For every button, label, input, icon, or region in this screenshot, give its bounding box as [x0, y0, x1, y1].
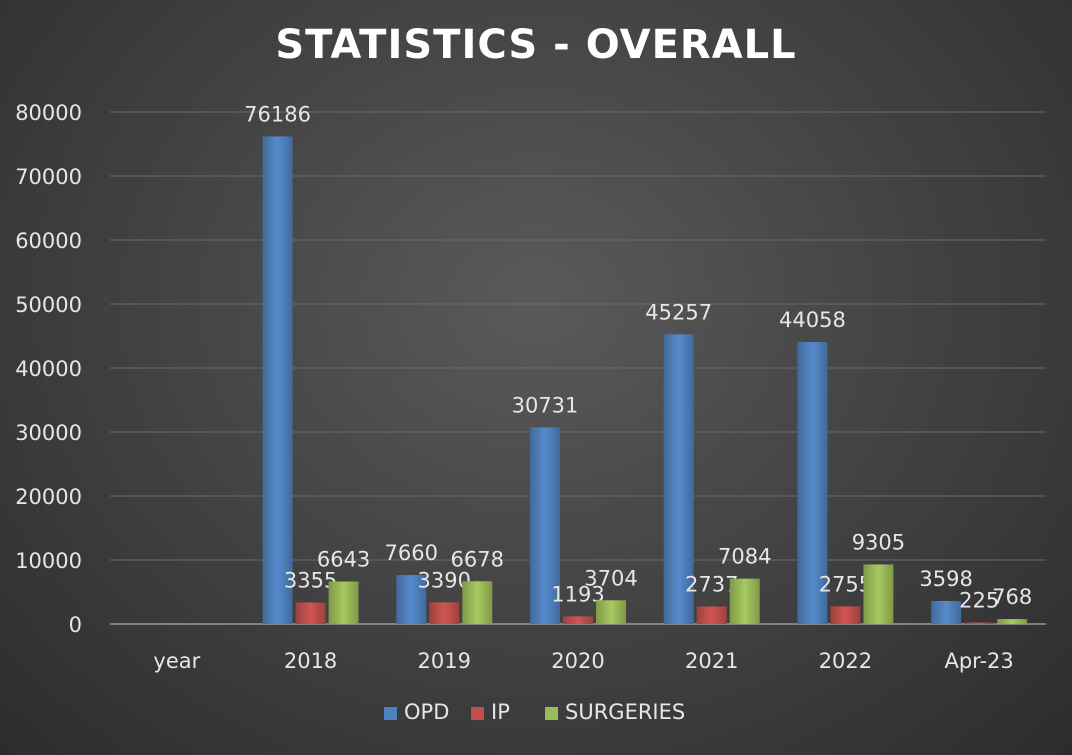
- data-label: 1193: [551, 582, 604, 606]
- bar-ip-apr-23: [964, 622, 995, 624]
- bar-surgeries-2022: [863, 564, 894, 624]
- bar-ip-2018: [295, 602, 326, 624]
- bar-ip-2022: [830, 606, 861, 624]
- legend-swatch-surgeries: [545, 707, 558, 720]
- legend-label-ip: IP: [491, 700, 510, 724]
- legend-label-surgeries: SURGERIES: [565, 700, 685, 724]
- bar-surgeries-2018: [328, 581, 359, 624]
- data-label: 6643: [317, 547, 370, 571]
- x-tick-label: year: [153, 649, 200, 673]
- x-tick-label: 2022: [819, 649, 872, 673]
- bar-opd-2021: [663, 334, 694, 624]
- data-label: 76186: [244, 102, 311, 126]
- x-tick-label: 2019: [418, 649, 471, 673]
- bar-surgeries-2021: [729, 578, 760, 624]
- data-label: 3390: [418, 568, 471, 592]
- x-tick-label: 2021: [685, 649, 738, 673]
- data-label: 9305: [852, 530, 905, 554]
- y-tick-label: 40000: [15, 357, 82, 381]
- y-tick-label: 20000: [15, 485, 82, 509]
- data-label: 2755: [819, 572, 872, 596]
- x-tick-label: 2020: [551, 649, 604, 673]
- data-label: 3704: [584, 566, 637, 590]
- y-tick-label: 10000: [15, 549, 82, 573]
- bar-surgeries-2020: [596, 600, 626, 624]
- y-tick-label: 30000: [15, 421, 82, 445]
- bar-ip-2020: [563, 616, 593, 624]
- bar-ip-2021: [696, 606, 727, 624]
- legend-swatch-opd: [384, 707, 397, 720]
- legend-swatch-ip: [471, 707, 484, 720]
- x-tick-label: 2018: [284, 649, 337, 673]
- data-label: 768: [992, 585, 1032, 609]
- bar-ip-2019: [429, 602, 460, 624]
- bar-surgeries-2019: [462, 581, 493, 624]
- legend-label-opd: OPD: [404, 700, 449, 724]
- bar-opd-2019: [396, 574, 427, 624]
- data-label: 7084: [718, 545, 771, 569]
- bar-opd-2020: [530, 427, 560, 624]
- data-label: 2737: [685, 572, 738, 596]
- data-label: 30731: [512, 393, 579, 417]
- data-label: 44058: [779, 308, 846, 332]
- y-tick-label: 0: [69, 613, 82, 637]
- y-tick-label: 60000: [15, 229, 82, 253]
- y-tick-label: 50000: [15, 293, 82, 317]
- bar-opd-apr-23: [931, 600, 962, 624]
- y-tick-label: 70000: [15, 165, 82, 189]
- bar-surgeries-apr-23: [997, 619, 1028, 624]
- bar-opd-2022: [797, 342, 828, 624]
- data-label: 3355: [284, 569, 337, 593]
- y-tick-label: 80000: [15, 101, 82, 125]
- data-label: 225: [959, 589, 999, 613]
- data-label: 3598: [919, 567, 972, 591]
- chart-title: STATISTICS - OVERALL: [275, 22, 797, 68]
- x-tick-label: Apr-23: [944, 649, 1013, 673]
- bar-opd-2018: [262, 136, 293, 624]
- data-label: 45257: [645, 300, 712, 324]
- data-label: 7660: [385, 541, 438, 565]
- data-label: 6678: [451, 547, 504, 571]
